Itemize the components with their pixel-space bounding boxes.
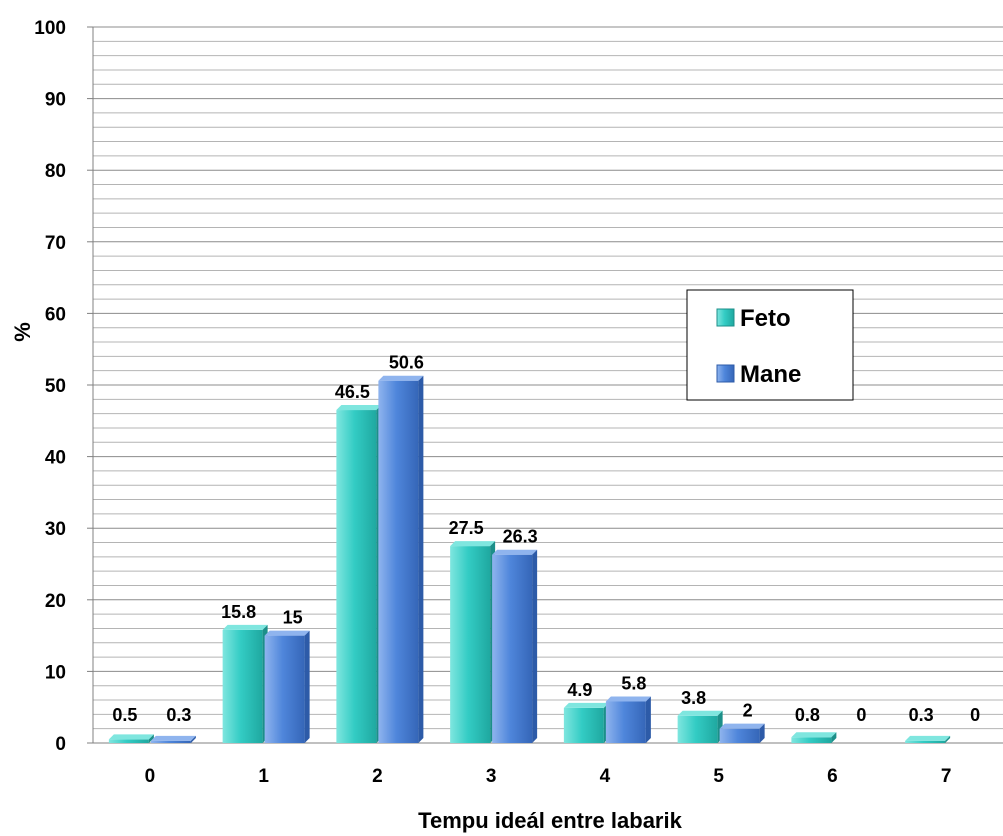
bar-mane-5 — [719, 728, 760, 743]
data-label-mane-6: 0 — [856, 705, 866, 725]
bar-top-mane-2 — [378, 375, 424, 381]
bar-top-feto-2 — [336, 405, 382, 411]
bar-top-feto-5 — [677, 710, 723, 716]
y-tick-label: 50 — [45, 376, 66, 397]
data-label-mane-7: 0 — [970, 705, 980, 725]
bar-feto-4 — [563, 707, 604, 743]
bar-top-feto-3 — [450, 541, 496, 547]
bar-mane-2 — [378, 380, 419, 743]
x-tick-label: 0 — [145, 766, 156, 787]
y-tick-label: 100 — [34, 18, 66, 39]
bar-side-feto-7 — [945, 735, 951, 743]
bar-side-mane-3 — [532, 549, 538, 743]
x-tick-label: 4 — [600, 766, 611, 787]
gridlines — [93, 26, 1003, 730]
x-tick-label: 5 — [713, 766, 724, 787]
data-labels: 0.5 0.3 15.8 15 46.5 50.6 27.5 26.3 4.9 5.8 3.8 2 0.… — [112, 353, 980, 725]
legend-swatch-feto — [716, 308, 735, 327]
data-label-feto-2: 46.5 — [335, 382, 370, 402]
data-label-mane-4: 5.8 — [621, 673, 646, 693]
bar-top-mane-3 — [492, 549, 538, 555]
bar-side-mane-0 — [190, 735, 196, 743]
data-label-feto-1: 15.8 — [221, 602, 256, 622]
data-label-mane-5: 2 — [743, 701, 753, 721]
bar-mane-3 — [492, 554, 533, 743]
bar-top-feto-1 — [222, 624, 268, 630]
x-tick-label: 1 — [258, 766, 269, 787]
data-label-mane-2: 50.6 — [389, 353, 424, 373]
bar-top-feto-0 — [108, 734, 154, 740]
bars — [108, 375, 951, 743]
y-tick-label: 30 — [45, 519, 66, 540]
bar-feto-0 — [108, 739, 149, 743]
legend-box — [686, 289, 854, 401]
bar-side-mane-1 — [304, 630, 310, 743]
data-label-feto-4: 4.9 — [567, 680, 592, 700]
bar-top-feto-4 — [563, 702, 609, 708]
legend: Feto Mane — [686, 289, 854, 401]
data-label-feto-0: 0.5 — [112, 705, 137, 725]
y-tick-label: 70 — [45, 233, 66, 254]
x-tick-label: 7 — [941, 766, 952, 787]
data-label-mane-1: 15 — [283, 608, 303, 628]
y-tick-label: 20 — [45, 591, 66, 612]
data-label-mane-3: 26.3 — [503, 527, 538, 547]
x-tick-label: 2 — [372, 766, 383, 787]
legend-label-feto: Feto — [740, 305, 791, 332]
x-tick-label: 3 — [486, 766, 497, 787]
y-tick-label: 40 — [45, 448, 66, 469]
bar-top-feto-6 — [791, 732, 837, 738]
bar-feto-7 — [905, 740, 946, 743]
bar-top-feto-7 — [905, 735, 951, 741]
x-tick-label: 6 — [827, 766, 838, 787]
y-tick-label: 90 — [45, 90, 66, 111]
bar-top-mane-4 — [605, 696, 651, 702]
data-label-feto-6: 0.8 — [795, 705, 820, 725]
data-label-mane-0: 0.3 — [166, 705, 191, 725]
bar-side-feto-0 — [148, 734, 154, 743]
bar-side-mane-5 — [759, 723, 765, 743]
y-tick-label: 10 — [45, 662, 66, 683]
bar-mane-4 — [605, 701, 646, 743]
bar-feto-3 — [450, 546, 491, 743]
legend-swatch-mane — [716, 364, 735, 383]
bar-top-mane-0 — [150, 735, 196, 741]
data-label-feto-5: 3.8 — [681, 688, 706, 708]
bar-mane-0 — [150, 740, 191, 743]
bar-top-mane-5 — [719, 723, 765, 729]
y-axis-title: % — [10, 322, 35, 342]
data-label-feto-7: 0.3 — [909, 705, 934, 725]
bar-side-mane-4 — [645, 696, 651, 743]
bar-mane-1 — [264, 635, 305, 743]
bar-side-mane-2 — [418, 375, 424, 743]
bar-top-mane-1 — [264, 630, 310, 636]
bar-feto-5 — [677, 715, 718, 743]
bar-feto-2 — [336, 410, 377, 743]
bar-feto-6 — [791, 737, 832, 743]
y-tick-label: 0 — [55, 734, 66, 755]
legend-label-mane: Mane — [740, 361, 801, 388]
x-axis-title: Tempu ideál entre labarik — [418, 808, 682, 833]
y-tick-label: 60 — [45, 304, 66, 325]
data-label-feto-3: 27.5 — [449, 518, 484, 538]
y-tick-label: 80 — [45, 161, 66, 182]
bar-feto-1 — [222, 629, 263, 743]
bar-side-feto-6 — [831, 732, 837, 743]
